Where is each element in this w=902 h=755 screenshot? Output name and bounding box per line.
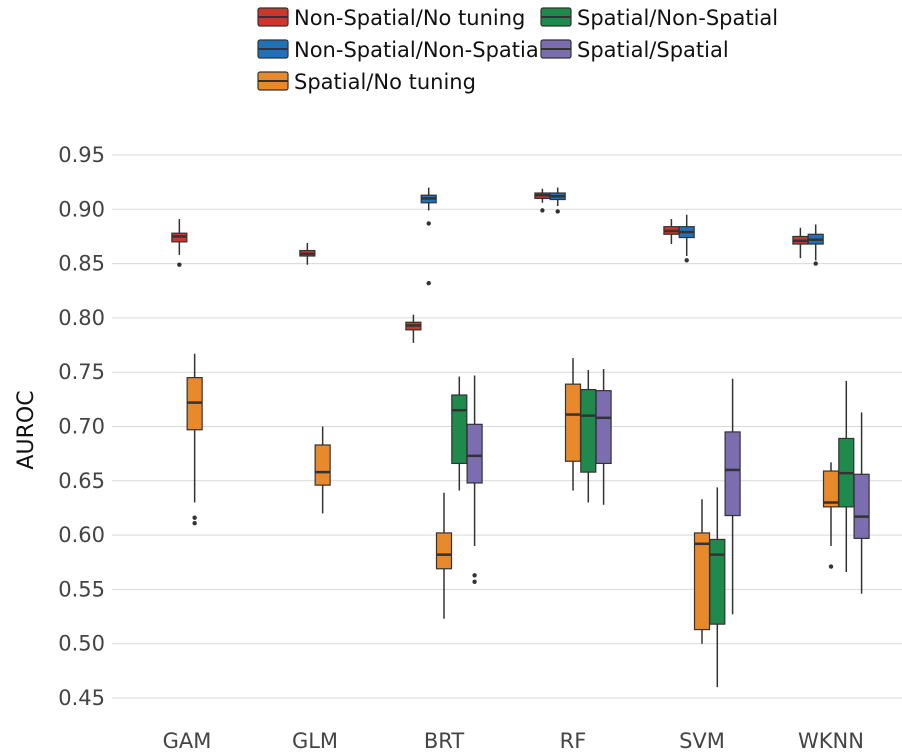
box-gam-2 [186, 353, 203, 526]
box-wknn-2 [822, 462, 840, 569]
outlier-point [192, 515, 197, 520]
x-tick-label: WKNN [798, 729, 864, 753]
box-body [595, 390, 612, 465]
legend-label: Non-Spatial/Non-Spatial [294, 38, 545, 62]
box-wknn-0 [792, 227, 809, 259]
box-svm-1 [678, 214, 695, 263]
legend-item: Spatial/Non-Spatial [540, 6, 778, 30]
box-rf-0 [534, 188, 551, 213]
gridlines [112, 154, 902, 699]
box-body [724, 431, 741, 517]
box-body [564, 383, 582, 462]
box-brt-2 [435, 492, 453, 619]
outlier-point [426, 221, 431, 226]
x-tick-label: RF [560, 729, 587, 753]
legend: Non-Spatial/No tuning Spatial/Non-Spatial… [257, 6, 778, 94]
box-rf-4 [595, 368, 612, 505]
legend-item: Spatial/No tuning [257, 70, 476, 94]
x-tick-label: BRT [424, 729, 464, 753]
y-tick-label: 0.55 [58, 577, 105, 601]
outlier-point [177, 262, 182, 267]
y-tick-label: 0.45 [58, 686, 105, 710]
y-tick-label: 0.90 [58, 197, 105, 221]
box-svm-3 [709, 487, 726, 688]
outlier-point [472, 573, 477, 578]
box-wknn-3 [838, 380, 855, 573]
box-body [709, 538, 726, 625]
box-body [693, 532, 711, 631]
y-tick-label: 0.50 [58, 632, 105, 656]
legend-item: Non-Spatial/Non-Spatial [257, 38, 545, 62]
y-tick-label: 0.85 [58, 252, 105, 276]
x-tick-label: GAM [163, 729, 212, 753]
box-rf-2 [564, 358, 582, 491]
box-body [580, 388, 597, 473]
outlier-point [426, 280, 431, 286]
box-brt-3 [451, 376, 468, 491]
box-brt-0 [405, 314, 422, 343]
box-body [435, 532, 453, 570]
x-tick-label: SVM [679, 729, 725, 753]
box-svm-4 [724, 378, 741, 615]
outlier-point [472, 579, 477, 584]
box-wknn-1 [807, 224, 824, 266]
legend-label: Non-Spatial/No tuning [294, 6, 525, 30]
y-axis-title: AUROC [14, 390, 39, 469]
box-brt-1 [420, 187, 437, 286]
x-tick-label: GLM [292, 729, 338, 753]
outlier-point [828, 564, 834, 569]
legend-label: Spatial/No tuning [294, 70, 476, 94]
box-gam-0 [171, 219, 188, 267]
box-body [853, 473, 870, 539]
y-tick-label: 0.70 [58, 415, 105, 439]
box-body [451, 394, 468, 465]
box-glm-0 [299, 242, 316, 265]
legend-label: Spatial/Spatial [577, 38, 729, 62]
boxes [171, 187, 870, 688]
y-axis-ticks: 0.45 0.50 0.55 0.60 0.65 0.70 0.75 0.80 0.85 0.90… [58, 143, 105, 710]
box-rf-1 [549, 187, 566, 214]
box-svm-2 [693, 499, 711, 644]
legend-label: Spatial/Non-Spatial [577, 6, 778, 30]
outlier-point [540, 208, 545, 213]
box-svm-0 [663, 219, 680, 245]
outlier-point [555, 209, 560, 214]
outlier-point [813, 261, 818, 266]
y-tick-label: 0.95 [58, 143, 105, 167]
box-glm-2 [314, 426, 331, 514]
legend-item: Non-Spatial/No tuning [257, 6, 525, 30]
box-brt-4 [466, 375, 483, 584]
y-tick-label: 0.60 [58, 523, 105, 547]
outlier-point [192, 520, 197, 526]
legend-item: Spatial/Spatial [540, 38, 729, 62]
outlier-point [684, 258, 689, 263]
y-tick-label: 0.65 [58, 469, 105, 493]
x-axis-ticks: GAM GLM BRT RF SVM WKNN [163, 729, 864, 753]
box-wknn-4 [853, 412, 870, 594]
y-tick-label: 0.80 [58, 306, 105, 330]
y-tick-label: 0.75 [58, 360, 105, 384]
box-body [466, 423, 483, 484]
box-rf-3 [580, 370, 597, 503]
box-body [314, 444, 331, 486]
